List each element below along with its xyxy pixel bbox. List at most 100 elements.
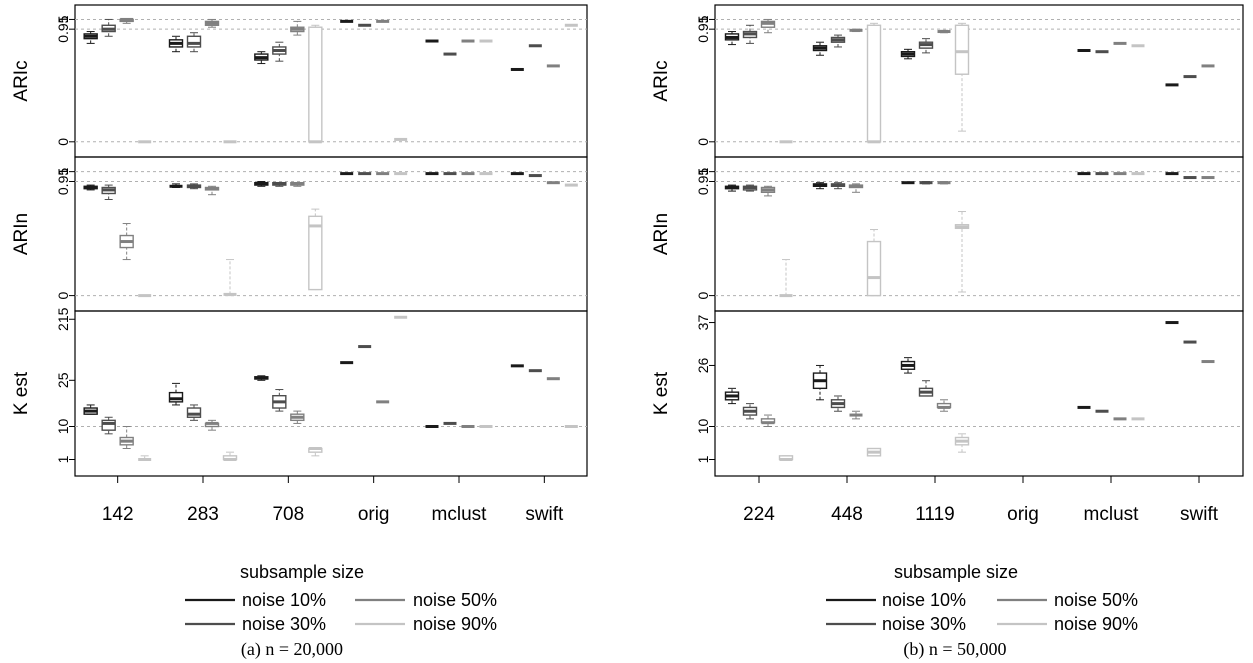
legend-label-noise50: noise 50% [1054, 590, 1138, 610]
y-tick-label: 10 [695, 419, 711, 435]
box-mark [866, 229, 882, 297]
box-mark [760, 185, 776, 197]
box-mark [849, 28, 863, 33]
box-mark [204, 185, 220, 196]
y-axis-label: K est [11, 371, 32, 415]
box-mark [272, 181, 287, 187]
box-mark [830, 34, 846, 48]
box-mark [760, 414, 776, 427]
y-axis-label: ARIn [651, 213, 672, 255]
box-mark [138, 455, 152, 461]
box-mark [724, 387, 740, 405]
box-mark [918, 38, 934, 54]
box-mark [742, 184, 758, 192]
box-mark [254, 375, 269, 381]
chart-a-caption: (a) n = 20,000 [241, 639, 343, 660]
box-mark [308, 447, 323, 457]
box-mark [954, 433, 970, 453]
x-tick-label: 142 [102, 504, 134, 525]
box-mark [290, 20, 305, 36]
y-tick-label: 25 [55, 372, 71, 388]
box-mark [919, 180, 933, 185]
box-mark [724, 31, 740, 46]
y-tick-label: 0.95 [695, 15, 711, 42]
box-mark [168, 35, 184, 53]
y-tick-label: 1 [55, 455, 71, 463]
legend-label-noise30: noise 30% [242, 614, 326, 634]
box-mark [918, 380, 934, 397]
box-mark [272, 389, 287, 412]
y-tick-label: 0.95 [55, 168, 71, 195]
y-tick-label: 10 [55, 419, 71, 435]
y-axis-label: ARIn [11, 213, 32, 255]
x-tick-label: mclust [432, 504, 488, 525]
box-mark [848, 183, 864, 193]
box-mark [204, 419, 220, 431]
box-mark [760, 18, 776, 34]
panel-frame [74, 156, 588, 312]
box-mark [866, 447, 882, 457]
box-mark [779, 259, 793, 298]
chart-b-xlabel: subsample size [894, 562, 1018, 582]
box-mark [119, 223, 134, 261]
y-tick-label: 1 [695, 455, 711, 463]
box-mark [308, 208, 323, 291]
box-mark [83, 31, 98, 44]
panel-frame [714, 4, 1244, 158]
chart-a-legend: noise 10% noise 30% noise 50% noise 90% [185, 590, 497, 634]
box-mark [830, 182, 846, 190]
x-tick-label: mclust [1084, 504, 1140, 525]
y-axis-label: K est [651, 371, 672, 415]
box-mark [222, 451, 238, 461]
box-mark [812, 41, 828, 56]
x-tick-label: orig [358, 504, 390, 525]
panel-frame [74, 4, 588, 158]
panel-frame [714, 156, 1244, 312]
box-mark [204, 18, 220, 28]
box-mark [83, 184, 98, 191]
box-mark [254, 51, 269, 65]
y-axis-label: ARIc [11, 60, 32, 101]
legend-label-noise10: noise 10% [882, 590, 966, 610]
box-mark [742, 24, 758, 44]
y-tick-label: 0 [55, 138, 71, 146]
box-mark [119, 17, 134, 24]
x-tick-label: orig [1007, 504, 1039, 525]
y-tick-label: 215 [55, 307, 71, 331]
y-tick-label: 0 [695, 138, 711, 146]
y-tick-label: 1 [695, 168, 711, 176]
box-mark [778, 455, 794, 461]
box-mark [866, 22, 882, 144]
panel-frame [714, 310, 1244, 477]
y-tick-label: 26 [695, 357, 711, 373]
y-tick-label: 1 [55, 15, 71, 23]
box-mark [724, 184, 740, 192]
x-tick-label: swift [525, 504, 564, 525]
x-tick-label: swift [1180, 504, 1219, 525]
chart-a-xlabel: subsample size [240, 562, 364, 582]
box-mark [290, 410, 305, 424]
y-tick-label: 0 [55, 291, 71, 299]
legend-label-noise90: noise 90% [1054, 614, 1138, 634]
x-tick-label: 283 [187, 504, 219, 525]
box-mark [272, 41, 287, 62]
y-tick-label: 0.95 [695, 168, 711, 195]
panel-frame [74, 310, 588, 477]
y-tick-label: 1 [695, 15, 711, 23]
y-tick-label: 37 [695, 315, 711, 331]
box-mark [937, 180, 951, 185]
box-mark [223, 259, 237, 297]
box-mark [168, 382, 184, 406]
box-mark [954, 211, 970, 293]
box-mark [742, 403, 758, 420]
box-mark [186, 32, 202, 53]
box-mark [830, 395, 846, 412]
box-mark [119, 426, 134, 449]
y-tick-label: 0 [695, 291, 711, 299]
y-tick-label: 0.95 [55, 15, 71, 42]
box-mark [186, 404, 202, 421]
box-mark [900, 357, 916, 374]
